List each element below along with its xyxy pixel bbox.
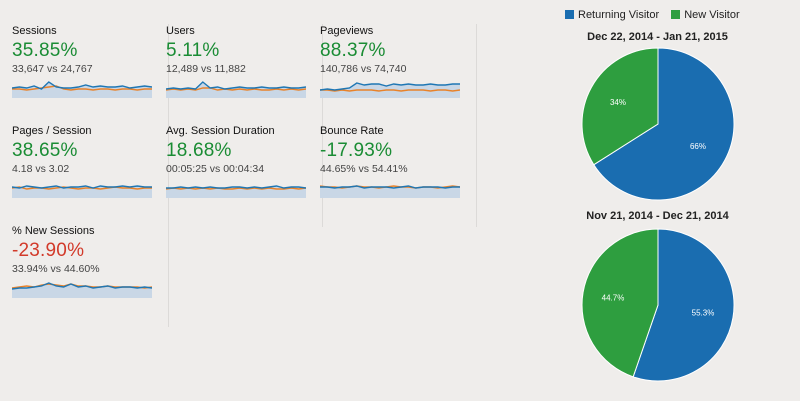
metric-change: 88.37% xyxy=(320,40,386,61)
sparkline-current xyxy=(12,81,152,90)
divider xyxy=(168,24,169,127)
sparkline-current xyxy=(12,185,152,189)
metric-change: 35.85% xyxy=(12,40,78,61)
metric-name: Pageviews xyxy=(320,25,374,37)
legend-item-returning[interactable]: Returning Visitor xyxy=(565,9,659,21)
metric-comparison: 140,786 vs 74,740 xyxy=(320,63,407,75)
metric-change: -23.90% xyxy=(12,240,85,261)
metric-pageviews[interactable]: Pageviews 88.37% 140,786 vs 74,740 xyxy=(320,24,477,127)
sparkline-previous xyxy=(12,186,152,190)
metric-sessions[interactable]: Sessions 35.85% 33,647 vs 24,767 xyxy=(12,24,169,127)
sparkline-area xyxy=(12,82,152,98)
metric-avg-session-duration[interactable]: Avg. Session Duration 18.68% 00:05:25 vs… xyxy=(166,124,323,227)
legend-swatch-new xyxy=(671,10,681,19)
metric-comparison: 33,647 vs 24,767 xyxy=(12,63,93,75)
metric-name: Sessions xyxy=(12,25,57,37)
divider xyxy=(168,124,169,227)
sparkline-previous xyxy=(166,87,306,91)
sparkline-current xyxy=(166,185,306,189)
metric-sparkline xyxy=(12,81,152,98)
sparkline-current xyxy=(320,185,460,189)
sparkline-area xyxy=(12,283,152,298)
pie-slice-returning-visitor[interactable] xyxy=(593,47,735,201)
metric-change: 18.68% xyxy=(166,140,232,161)
pie-label-returning-visitor: 66% xyxy=(690,142,706,151)
metric-change: 38.65% xyxy=(12,140,78,161)
legend-swatch-returning xyxy=(565,10,574,19)
pie-title-current: Dec 22, 2014 - Jan 21, 2015 xyxy=(587,31,728,43)
pie-label-new-visitor: 44.7% xyxy=(602,293,625,302)
metric-name: % New Sessions xyxy=(12,225,95,237)
metric-sparkline xyxy=(12,282,152,298)
sparkline-previous xyxy=(320,89,460,92)
sparkline-current xyxy=(166,81,306,90)
metric-comparison: 33.94% vs 44.60% xyxy=(12,263,100,275)
metric-new-sessions[interactable]: % New Sessions -23.90% 33.94% vs 44.60% xyxy=(12,224,169,327)
pie-chart-previous: 55.3% 44.7% xyxy=(581,228,735,382)
divider xyxy=(476,24,477,127)
sparkline-previous xyxy=(320,185,460,189)
metric-bounce-rate[interactable]: Bounce Rate -17.93% 44.65% vs 54.41% xyxy=(320,124,477,227)
sparkline-previous xyxy=(12,85,152,91)
metric-name: Bounce Rate xyxy=(320,125,384,137)
sparkline-area xyxy=(320,186,460,198)
divider xyxy=(168,224,169,327)
metric-comparison: 12,489 vs 11,882 xyxy=(166,63,246,75)
sparkline-area xyxy=(166,186,306,198)
metric-comparison: 4.18 vs 3.02 xyxy=(12,163,70,175)
pie-label-new-visitor: 34% xyxy=(610,98,626,107)
legend-label-returning: Returning Visitor xyxy=(578,9,660,21)
divider xyxy=(476,124,477,227)
metric-name: Pages / Session xyxy=(12,125,92,137)
metric-pages-per-session[interactable]: Pages / Session 38.65% 4.18 vs 3.02 xyxy=(12,124,169,227)
legend-item-new[interactable]: New Visitor xyxy=(671,9,740,21)
metric-change: 5.11% xyxy=(166,40,220,61)
metric-sparkline xyxy=(12,185,152,198)
divider xyxy=(322,124,323,227)
metric-sparkline xyxy=(320,185,460,198)
metric-comparison: 00:05:25 vs 00:04:34 xyxy=(166,163,265,175)
pie-legend: Returning Visitor New Visitor xyxy=(565,9,749,23)
metric-sparkline xyxy=(166,81,306,98)
metric-users[interactable]: Users 5.11% 12,489 vs 11,882 xyxy=(166,24,323,127)
metric-comparison: 44.65% vs 54.41% xyxy=(320,163,408,175)
sparkline-current xyxy=(12,282,152,290)
pie-slice-new-visitor[interactable] xyxy=(581,228,659,378)
pie-chart-current: 66% 34% xyxy=(581,47,735,201)
pie-label-returning-visitor: 55.3% xyxy=(692,309,715,318)
metric-sparkline xyxy=(320,82,460,98)
metric-name: Avg. Session Duration xyxy=(166,125,275,137)
metric-name: Users xyxy=(166,25,195,37)
pie-slice-new-visitor[interactable] xyxy=(581,47,659,166)
metric-change: -17.93% xyxy=(320,140,393,161)
sparkline-current xyxy=(320,82,460,91)
pie-title-previous: Nov 21, 2014 - Dec 21, 2014 xyxy=(586,210,729,222)
divider xyxy=(322,24,323,127)
legend-label-new: New Visitor xyxy=(684,9,740,21)
metric-sparkline xyxy=(166,185,306,198)
